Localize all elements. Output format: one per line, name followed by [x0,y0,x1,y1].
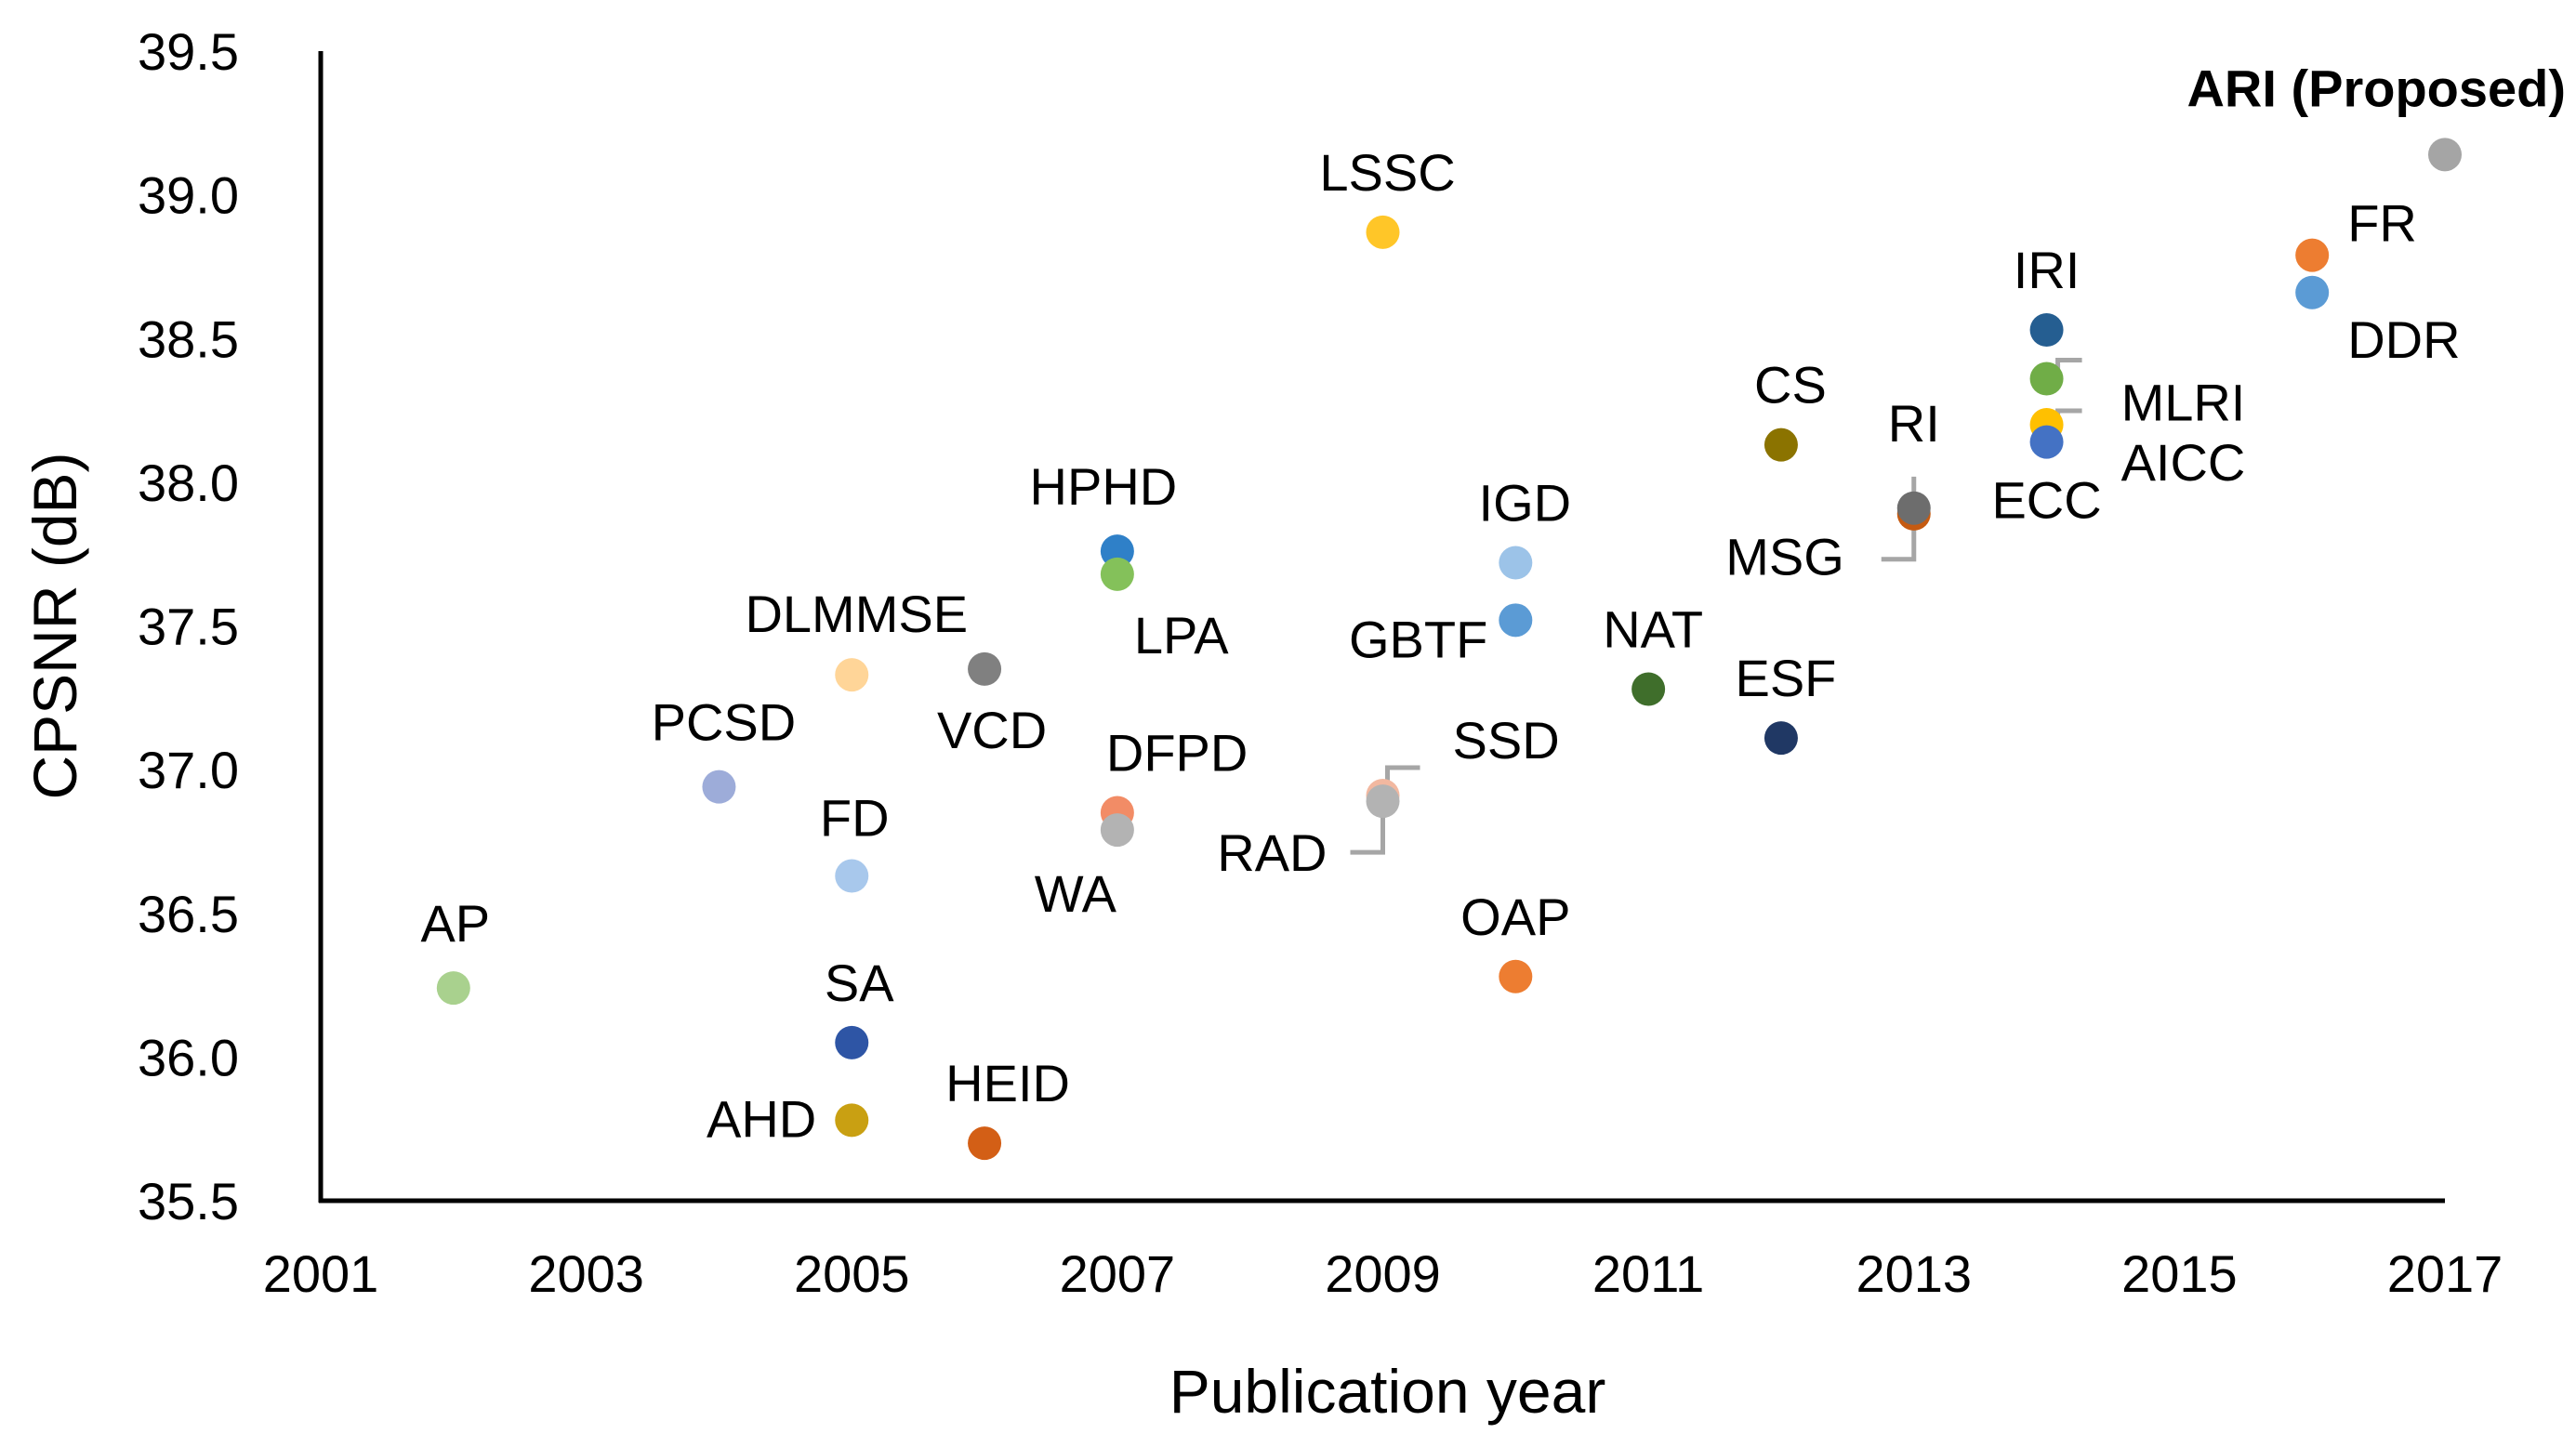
point-label-ri: RI [1888,394,1940,453]
y-tick-label: 39.5 [138,22,239,81]
point-label-oap: OAP [1460,888,1570,946]
y-tick-label: 38.5 [138,309,239,368]
point-label-iri: IRI [2014,241,2081,299]
point-label-msg: MSG [1725,528,1844,586]
point-label-ecc: ECC [1991,471,2101,530]
point-label-ap: AP [420,894,490,953]
data-point-ari-proposed [2428,138,2462,172]
point-label-mlri: MLRI [2121,374,2246,432]
data-point-ap [436,971,470,1006]
point-label-vcd: VCD [937,701,1047,759]
data-point-lpa [1100,557,1134,591]
point-label-ddr: DDR [2347,310,2460,369]
x-tick-labels: 2001 2003 2005 2007 2009 2011 2013 2015 2017 [263,1244,2503,1303]
y-tick-label: 39.0 [138,166,239,225]
data-point-msg [1896,491,1931,525]
y-tick-label: 37.0 [138,741,239,799]
data-point-wa [1100,813,1134,848]
data-point-ddr [2295,275,2330,309]
y-tick-label: 36.0 [138,1028,239,1086]
data-point-mlri [2029,362,2064,396]
leader-lines [1350,358,2082,855]
x-tick-label: 2003 [528,1244,644,1303]
data-point-vcd [968,651,1002,686]
point-label-dfpd: DFPD [1106,724,1248,783]
data-point-dlmmse [835,658,869,692]
point-label-rad: RAD [1217,823,1327,882]
data-point-igd [1499,546,1533,580]
y-tick-label: 36.5 [138,885,239,943]
data-point-oap [1499,959,1533,993]
leader-line-rad [1350,801,1385,855]
y-tick-label: 38.0 [138,454,239,512]
data-point-rad [1366,784,1400,819]
point-label-wa: WA [1035,864,1117,923]
data-point-ahd [835,1103,869,1138]
x-tick-label: 2005 [794,1244,910,1303]
data-point-fr [2295,238,2330,272]
point-label-fd: FD [820,789,890,848]
data-point-iri [2029,312,2064,347]
point-label-ahd: AHD [707,1089,816,1148]
x-tick-label: 2017 [2387,1244,2503,1303]
y-tick-label: 37.5 [138,598,239,656]
point-label-lpa: LPA [1134,606,1229,664]
x-tick-label: 2001 [263,1244,379,1303]
point-label-hphd: HPHD [1030,457,1178,516]
x-axis-title: Publication year [1169,1357,1606,1426]
point-label-sa: SA [825,954,894,1012]
point-label-heid: HEID [945,1054,1070,1112]
point-label-ari-proposed: ARI (Proposed) [2186,59,2566,117]
point-label-cs: CS [1754,356,1827,414]
x-tick-label: 2013 [1856,1244,1972,1303]
point-label-dlmmse: DLMMSE [745,585,968,643]
y-axis-title: CPSNR (dB) [20,452,89,799]
axes [318,51,2445,1204]
data-point-heid [968,1126,1002,1161]
data-points [436,138,2462,1161]
point-label-pcsd: PCSD [652,693,797,752]
x-tick-label: 2015 [2121,1244,2238,1303]
x-tick-label: 2009 [1325,1244,1441,1303]
point-label-igd: IGD [1479,473,1572,532]
data-point-esf [1764,721,1798,756]
point-label-lssc: LSSC [1319,143,1455,202]
data-point-nat [1631,672,1666,706]
point-label-aicc: AICC [2121,433,2246,492]
y-tick-label: 35.5 [138,1172,239,1230]
data-point-fd [835,859,869,893]
point-label-ssd: SSD [1453,711,1560,770]
point-label-nat: NAT [1603,600,1703,659]
data-point-cs [1764,428,1798,462]
data-point-hphd [1100,534,1134,569]
data-point-lssc [1366,215,1400,249]
point-label-fr: FR [2347,194,2417,253]
point-label-esf: ESF [1735,649,1836,707]
y-tick-labels: 35.5 36.0 36.5 37.0 37.5 38.0 38.5 39.0 39.5 [138,22,239,1230]
point-label-gbtf: GBTF [1349,610,1487,668]
x-tick-label: 2011 [1592,1244,1704,1303]
data-point-gbtf [1499,603,1533,638]
point-labels: AP PCSD DLMMSE FD SA AHD VCD HEID HPHD LPA DFPD WA L… [420,59,2566,1148]
data-point-pcsd [702,770,736,804]
data-point-ecc [2029,425,2064,459]
data-point-sa [835,1025,869,1059]
x-tick-label: 2007 [1060,1244,1176,1303]
